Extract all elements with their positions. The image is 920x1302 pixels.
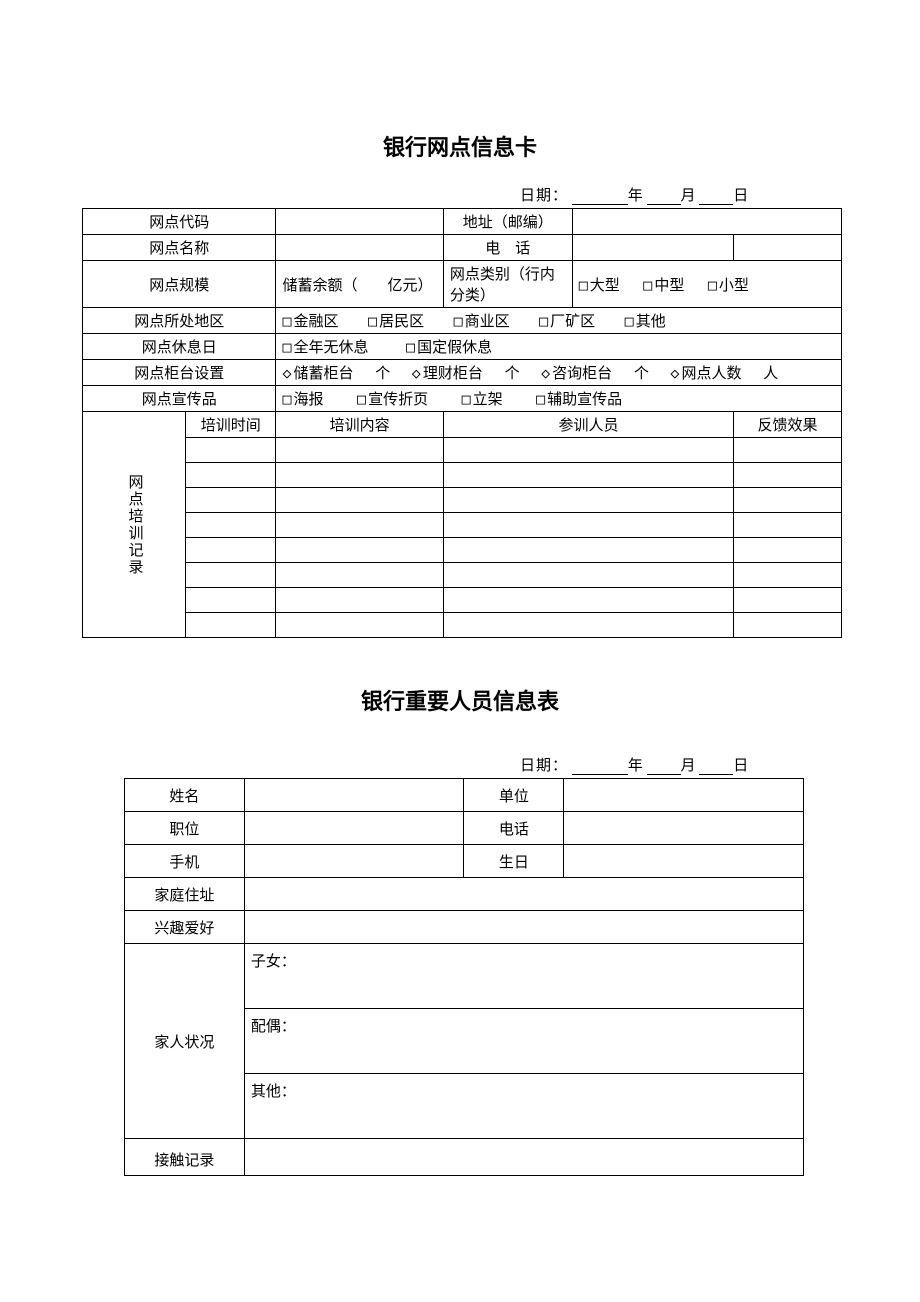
person-address-value[interactable] [244, 878, 803, 911]
training-side-label: 网点培训记录 [83, 412, 186, 638]
training-h-feedback: 反馈效果 [734, 412, 842, 438]
training-h-content: 培训内容 [276, 412, 443, 438]
person-unit-value[interactable] [564, 779, 804, 812]
doc1-date-line: 日期： 年 月 日 [520, 184, 920, 205]
promo-label: 网点宣传品 [83, 386, 276, 412]
training-row [83, 538, 842, 563]
rest-opts[interactable]: □全年无休息 □国定假休息 [276, 334, 842, 360]
area-opts[interactable]: □金融区 □居民区 □商业区 □厂矿区 □其他 [276, 308, 842, 334]
name-label: 网点名称 [83, 235, 276, 261]
page: 银行网点信息卡 日期： 年 月 日 网点代码 地址（邮编） 网点名称 电 话 [0, 0, 920, 1302]
person-contact-value[interactable] [244, 1139, 803, 1176]
person-birthday-value[interactable] [564, 845, 804, 878]
counter-items[interactable]: ◇储蓄柜台 个 ◇理财柜台 个 ◇咨询柜台 个 ◇网点人数 人 [276, 360, 842, 386]
month-blank[interactable] [647, 204, 681, 205]
code-label: 网点代码 [83, 209, 276, 235]
person-name-value[interactable] [244, 779, 464, 812]
person-mobile-label: 手机 [125, 845, 245, 878]
person-phone-value[interactable] [564, 812, 804, 845]
training-row [83, 563, 842, 588]
code-value[interactable] [276, 209, 443, 235]
addr-value[interactable] [572, 209, 841, 235]
addr-label: 地址（邮编） [443, 209, 572, 235]
category-opts[interactable]: □大型 □中型 □小型 [572, 261, 841, 308]
branch-info-table: 网点代码 地址（邮编） 网点名称 电 话 网点规模 储蓄余额（ 亿元） 网点类别… [82, 208, 842, 638]
training-row [83, 463, 842, 488]
person-info-table: 姓名 单位 职位 电话 手机 生日 家庭住址 兴趣爱好 家人状况 子女： [124, 778, 804, 1176]
category-label: 网点类别（行内分类） [443, 261, 572, 308]
training-row [83, 438, 842, 463]
day-blank[interactable] [699, 774, 733, 775]
person-family-label: 家人状况 [125, 944, 245, 1139]
doc1-title: 银行网点信息卡 [0, 130, 920, 162]
scale-text[interactable]: 储蓄余额（ 亿元） [276, 261, 443, 308]
person-contact-label: 接触记录 [125, 1139, 245, 1176]
name-value[interactable] [276, 235, 443, 261]
person-family-child[interactable]: 子女： [244, 944, 803, 1009]
person-phone-label: 电话 [464, 812, 564, 845]
phone-label: 电 话 [443, 235, 572, 261]
counter-label: 网点柜台设置 [83, 360, 276, 386]
area-label: 网点所处地区 [83, 308, 276, 334]
person-birthday-label: 生日 [464, 845, 564, 878]
training-row [83, 588, 842, 613]
training-h-time: 培训时间 [186, 412, 276, 438]
date-label: 日期： [520, 188, 568, 204]
person-name-label: 姓名 [125, 779, 245, 812]
person-mobile-value[interactable] [244, 845, 464, 878]
person-hobby-label: 兴趣爱好 [125, 911, 245, 944]
training-row [83, 613, 842, 638]
doc2-title: 银行重要人员信息表 [0, 684, 920, 716]
training-row [83, 513, 842, 538]
phone-value[interactable] [572, 235, 733, 261]
promo-opts[interactable]: □海报 □宣传折页 □立架 □辅助宣传品 [276, 386, 842, 412]
person-position-label: 职位 [125, 812, 245, 845]
scale-label: 网点规模 [83, 261, 276, 308]
year-blank[interactable] [572, 774, 628, 775]
person-family-other[interactable]: 其他： [244, 1074, 803, 1139]
rest-label: 网点休息日 [83, 334, 276, 360]
date-label: 日期： [520, 758, 568, 774]
person-position-value[interactable] [244, 812, 464, 845]
person-unit-label: 单位 [464, 779, 564, 812]
person-hobby-value[interactable] [244, 911, 803, 944]
training-h-people: 参训人员 [443, 412, 733, 438]
person-family-spouse[interactable]: 配偶： [244, 1009, 803, 1074]
day-blank[interactable] [699, 204, 733, 205]
person-address-label: 家庭住址 [125, 878, 245, 911]
doc2-date-line: 日期： 年 月 日 [520, 754, 920, 775]
phone-value-2[interactable] [734, 235, 842, 261]
month-blank[interactable] [647, 774, 681, 775]
training-row [83, 488, 842, 513]
year-blank[interactable] [572, 204, 628, 205]
